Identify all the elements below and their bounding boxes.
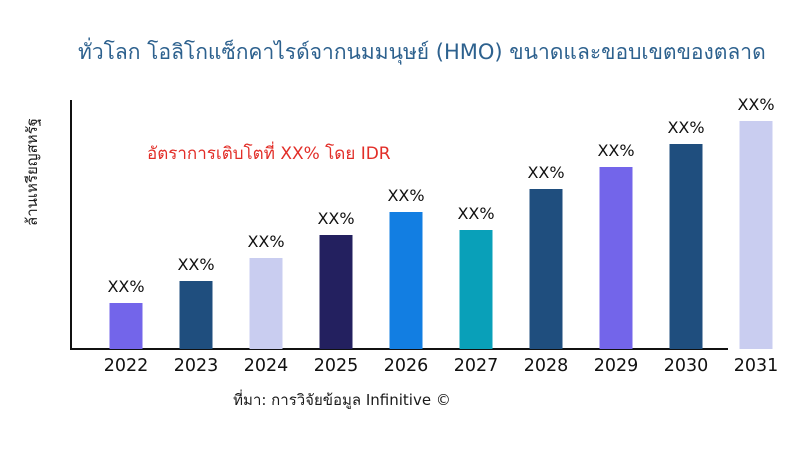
bar-2029 — [599, 166, 633, 349]
x-tick-2026: 2026 — [383, 356, 429, 376]
x-tick-2031: 2031 — [733, 356, 779, 376]
bar-2023 — [179, 280, 213, 349]
bar-2027 — [459, 230, 493, 349]
bar-value-label-2025: XX% — [317, 209, 355, 228]
x-tick-2022: 2022 — [103, 356, 149, 376]
x-tick-2023: 2023 — [173, 356, 219, 376]
x-tick-2028: 2028 — [523, 356, 569, 376]
bar-value-label-2023: XX% — [177, 254, 215, 274]
source-text: ที่มา: การวิจัยข้อมูล Infinitive © — [233, 391, 451, 409]
bar-value-label-2029: XX% — [597, 140, 635, 160]
bar-value-label-2027: XX% — [457, 204, 495, 224]
bar-value-label-2024: XX% — [247, 231, 285, 251]
bar-2024 — [249, 257, 283, 349]
bar-value-label-2028: XX% — [527, 163, 565, 183]
growth-rate-annotation: อัตราการเติบโตที่ XX% โดย IDR — [147, 144, 391, 164]
bar-2026 — [389, 212, 423, 349]
x-tick-2029: 2029 — [593, 356, 639, 376]
bar-value-label-2022: XX% — [107, 277, 145, 297]
x-axis-line — [70, 348, 728, 350]
y-axis-line — [70, 100, 72, 349]
bar-value-label-2030: XX% — [667, 117, 705, 137]
y-axis-label: ล้านเหรียญสหรัฐ — [23, 118, 41, 226]
x-tick-2024: 2024 — [243, 356, 289, 376]
bar-2030 — [669, 143, 703, 349]
bar-value-label-2026: XX% — [387, 186, 425, 206]
bar-2025 — [319, 235, 353, 349]
x-tick-2025: 2025 — [313, 356, 359, 376]
bar-value-label-2031: XX% — [737, 95, 775, 114]
chart-title: ทั่วโลก โอลิโกแซ็กคาไรด์จากนมมนุษย์ (HMO… — [78, 40, 766, 64]
bar-2022 — [109, 303, 143, 349]
x-tick-2030: 2030 — [663, 356, 709, 376]
bar-2031 — [739, 121, 773, 349]
x-tick-2027: 2027 — [453, 356, 499, 376]
bar-2028 — [529, 189, 563, 349]
